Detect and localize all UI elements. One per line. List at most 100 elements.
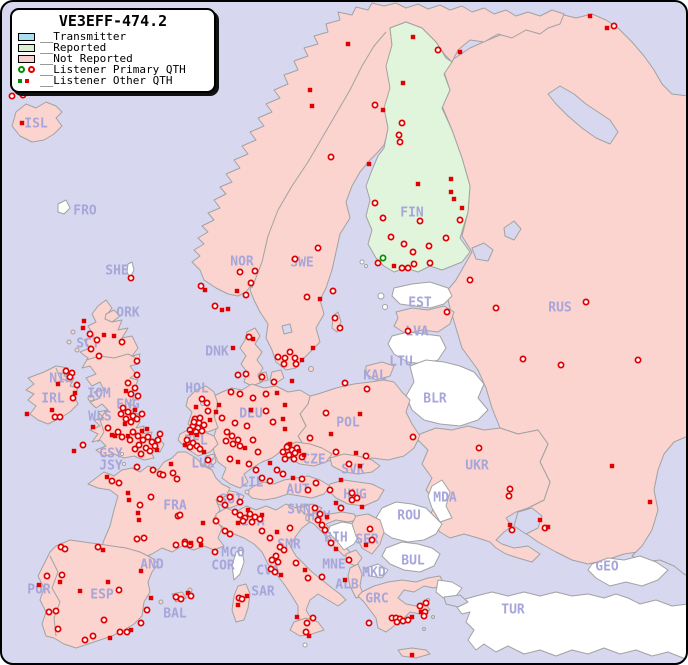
listener-primary-marker xyxy=(118,433,126,441)
listener-other-marker xyxy=(306,633,312,639)
listener-primary-marker xyxy=(251,267,259,275)
island-guernsey xyxy=(120,452,124,456)
island-aegean xyxy=(422,627,426,631)
listener-primary-marker xyxy=(45,608,53,616)
listener-primary-marker xyxy=(135,441,143,449)
listener-primary-marker xyxy=(173,475,181,483)
country-label-tur: TUR xyxy=(501,603,525,618)
border-nor-swe xyxy=(251,31,387,289)
country-label-svn: SVN xyxy=(287,503,311,518)
listener-primary-marker xyxy=(8,92,16,100)
listener-other-marker xyxy=(342,577,348,583)
listener-primary-marker xyxy=(52,607,60,615)
listener-primary-marker xyxy=(285,451,293,459)
island-orkney xyxy=(104,309,121,323)
listener-other-marker xyxy=(282,402,288,408)
listener-primary-marker xyxy=(236,498,244,506)
listener-primary-marker xyxy=(280,360,288,368)
border-nir xyxy=(55,367,71,383)
listener-primary-qth-icon xyxy=(18,66,37,73)
listener-primary-marker xyxy=(156,430,164,438)
listener-other-marker xyxy=(234,288,240,294)
listener-primary-marker xyxy=(404,616,412,624)
listener-primary-marker xyxy=(519,355,527,363)
region-gbr xyxy=(79,299,165,461)
listener-other-marker xyxy=(307,87,313,93)
country-label-ser: SER xyxy=(355,533,379,548)
listener-other-marker xyxy=(290,475,296,481)
island-jersey xyxy=(122,462,126,466)
legend-item: __Listener Other QTH xyxy=(18,75,208,86)
listener-other-marker xyxy=(185,590,191,596)
listener-primary-marker xyxy=(116,628,124,636)
listener-other-marker xyxy=(125,490,131,496)
listener-other-marker xyxy=(282,426,288,432)
listener-primary-marker xyxy=(223,428,231,436)
listener-primary-marker xyxy=(140,534,148,542)
listener-other-marker xyxy=(259,512,265,518)
listener-other-marker xyxy=(148,595,154,601)
sea-of-marmara xyxy=(443,594,469,608)
country-label-dnk: DNK xyxy=(205,345,229,360)
listener-other-marker xyxy=(363,542,369,548)
listener-primary-marker xyxy=(271,568,279,576)
listener-primary-marker xyxy=(226,455,234,463)
listener-other-marker xyxy=(55,381,61,387)
listener-other-marker xyxy=(345,41,351,47)
listener-other-marker xyxy=(294,614,300,620)
listener-primary-marker xyxy=(318,521,326,529)
listener-other-marker xyxy=(357,411,363,417)
listener-primary-marker xyxy=(212,517,220,525)
region-ita xyxy=(215,503,347,627)
country-label-iom: IOM xyxy=(87,387,111,402)
listener-other-marker xyxy=(448,176,454,182)
listener-primary-marker xyxy=(345,460,353,468)
listener-primary-marker xyxy=(337,504,345,512)
listener-primary-marker xyxy=(303,619,311,627)
listener-other-marker xyxy=(194,432,200,438)
listener-primary-marker xyxy=(298,475,306,483)
country-label-alb: ALB xyxy=(335,578,359,593)
listener-primary-marker xyxy=(314,516,322,524)
listener-primary-marker xyxy=(368,536,376,544)
lake-vanern xyxy=(281,323,293,335)
listener-primary-marker xyxy=(58,571,66,579)
island-bornholm xyxy=(308,366,314,372)
listener-primary-marker xyxy=(318,573,326,581)
listener-primary-marker xyxy=(234,436,242,444)
listener-other-marker xyxy=(139,428,145,434)
listener-primary-marker xyxy=(292,360,300,368)
listener-primary-marker xyxy=(409,433,417,441)
listener-other-marker xyxy=(324,514,330,520)
listener-other-marker xyxy=(287,441,293,447)
listener-primary-marker xyxy=(228,432,236,440)
listener-primary-marker xyxy=(222,437,230,445)
lake-ladoga xyxy=(471,242,494,262)
country-label-ltu: LTU xyxy=(389,355,413,370)
listener-other-marker xyxy=(107,635,113,641)
listener-primary-marker xyxy=(196,414,204,422)
listener-primary-marker xyxy=(425,242,433,250)
region-geo xyxy=(587,555,669,587)
legend-item: __Transmitter xyxy=(18,31,208,42)
listener-primary-marker xyxy=(104,424,112,432)
listener-primary-marker xyxy=(95,352,103,360)
country-label-mco: MCO xyxy=(221,546,245,561)
legend: VE3EFF-474.2 __Transmitter __Reported __No… xyxy=(10,8,216,93)
listener-other-marker xyxy=(244,593,250,599)
region-iberia xyxy=(37,539,159,649)
listener-primary-marker xyxy=(420,612,428,620)
listener-primary-marker xyxy=(345,556,353,564)
listener-other-marker xyxy=(36,582,42,588)
listener-primary-marker xyxy=(348,489,356,497)
listener-primary-marker xyxy=(396,138,404,146)
listener-primary-marker xyxy=(304,486,312,494)
listener-other-marker xyxy=(310,345,316,351)
listener-other-marker xyxy=(216,402,222,408)
listener-primary-marker xyxy=(221,501,229,509)
listener-primary-marker xyxy=(238,595,246,603)
listener-primary-marker xyxy=(262,407,270,415)
listener-primary-marker xyxy=(416,217,424,225)
